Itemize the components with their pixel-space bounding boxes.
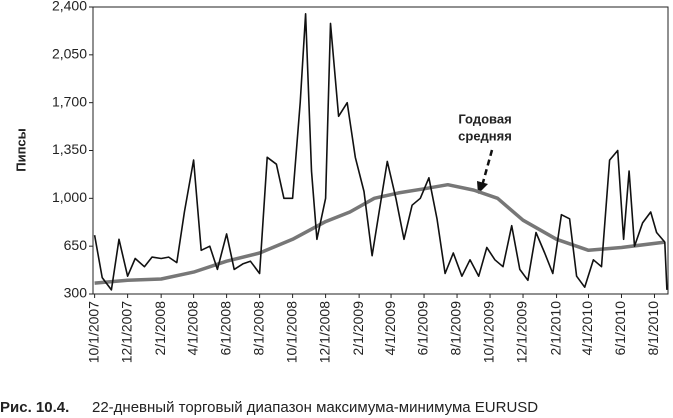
y-tick-label: 650 — [64, 237, 88, 253]
x-tick-label: 8/1/2010 — [645, 301, 661, 356]
annotation-arrow — [480, 149, 494, 187]
x-tick-label: 12/1/2007 — [118, 301, 134, 363]
x-tick-label: 6/1/2009 — [415, 301, 431, 356]
annotation: Годовая — [458, 111, 511, 126]
caption: 22-дневный торговый диапазон максимума-м… — [92, 399, 538, 416]
x-tick-label: 2/1/2008 — [152, 301, 168, 356]
series-line — [93, 13, 668, 291]
x-tick-label: 4/1/2010 — [579, 301, 595, 356]
y-tick-label: 2,400 — [52, 0, 87, 14]
caption-number: Рис. 10.4. — [0, 399, 69, 416]
x-tick-label: 4/1/2008 — [184, 301, 200, 356]
x-tick-label: 12/1/2009 — [514, 301, 530, 363]
x-tick-label: 2/1/2009 — [350, 301, 366, 356]
y-tick-label: 1,350 — [52, 141, 87, 157]
y-tick-label: 2,050 — [52, 46, 87, 62]
x-tick-label: 10/1/2009 — [481, 301, 497, 363]
y-tick-label: 1,000 — [52, 189, 87, 205]
x-tick-label: 2/1/2010 — [547, 301, 563, 356]
x-tick-label: 10/1/2007 — [85, 301, 101, 363]
y-tick-label: 1,700 — [52, 93, 87, 109]
x-tick-label: 8/1/2009 — [448, 301, 464, 356]
x-tick-label: 4/1/2009 — [382, 301, 398, 356]
x-tick-label: 12/1/2008 — [316, 301, 332, 363]
x-tick-label: 8/1/2008 — [250, 301, 266, 356]
y-tick-label: 300 — [64, 285, 88, 301]
annotation: средняя — [458, 128, 512, 143]
x-tick-label: 10/1/2008 — [283, 301, 299, 363]
series-line — [94, 182, 666, 285]
x-tick-label: 6/1/2008 — [217, 301, 233, 356]
y-axis-title: Пипсы — [13, 128, 28, 172]
x-tick-label: 6/1/2010 — [612, 301, 628, 356]
